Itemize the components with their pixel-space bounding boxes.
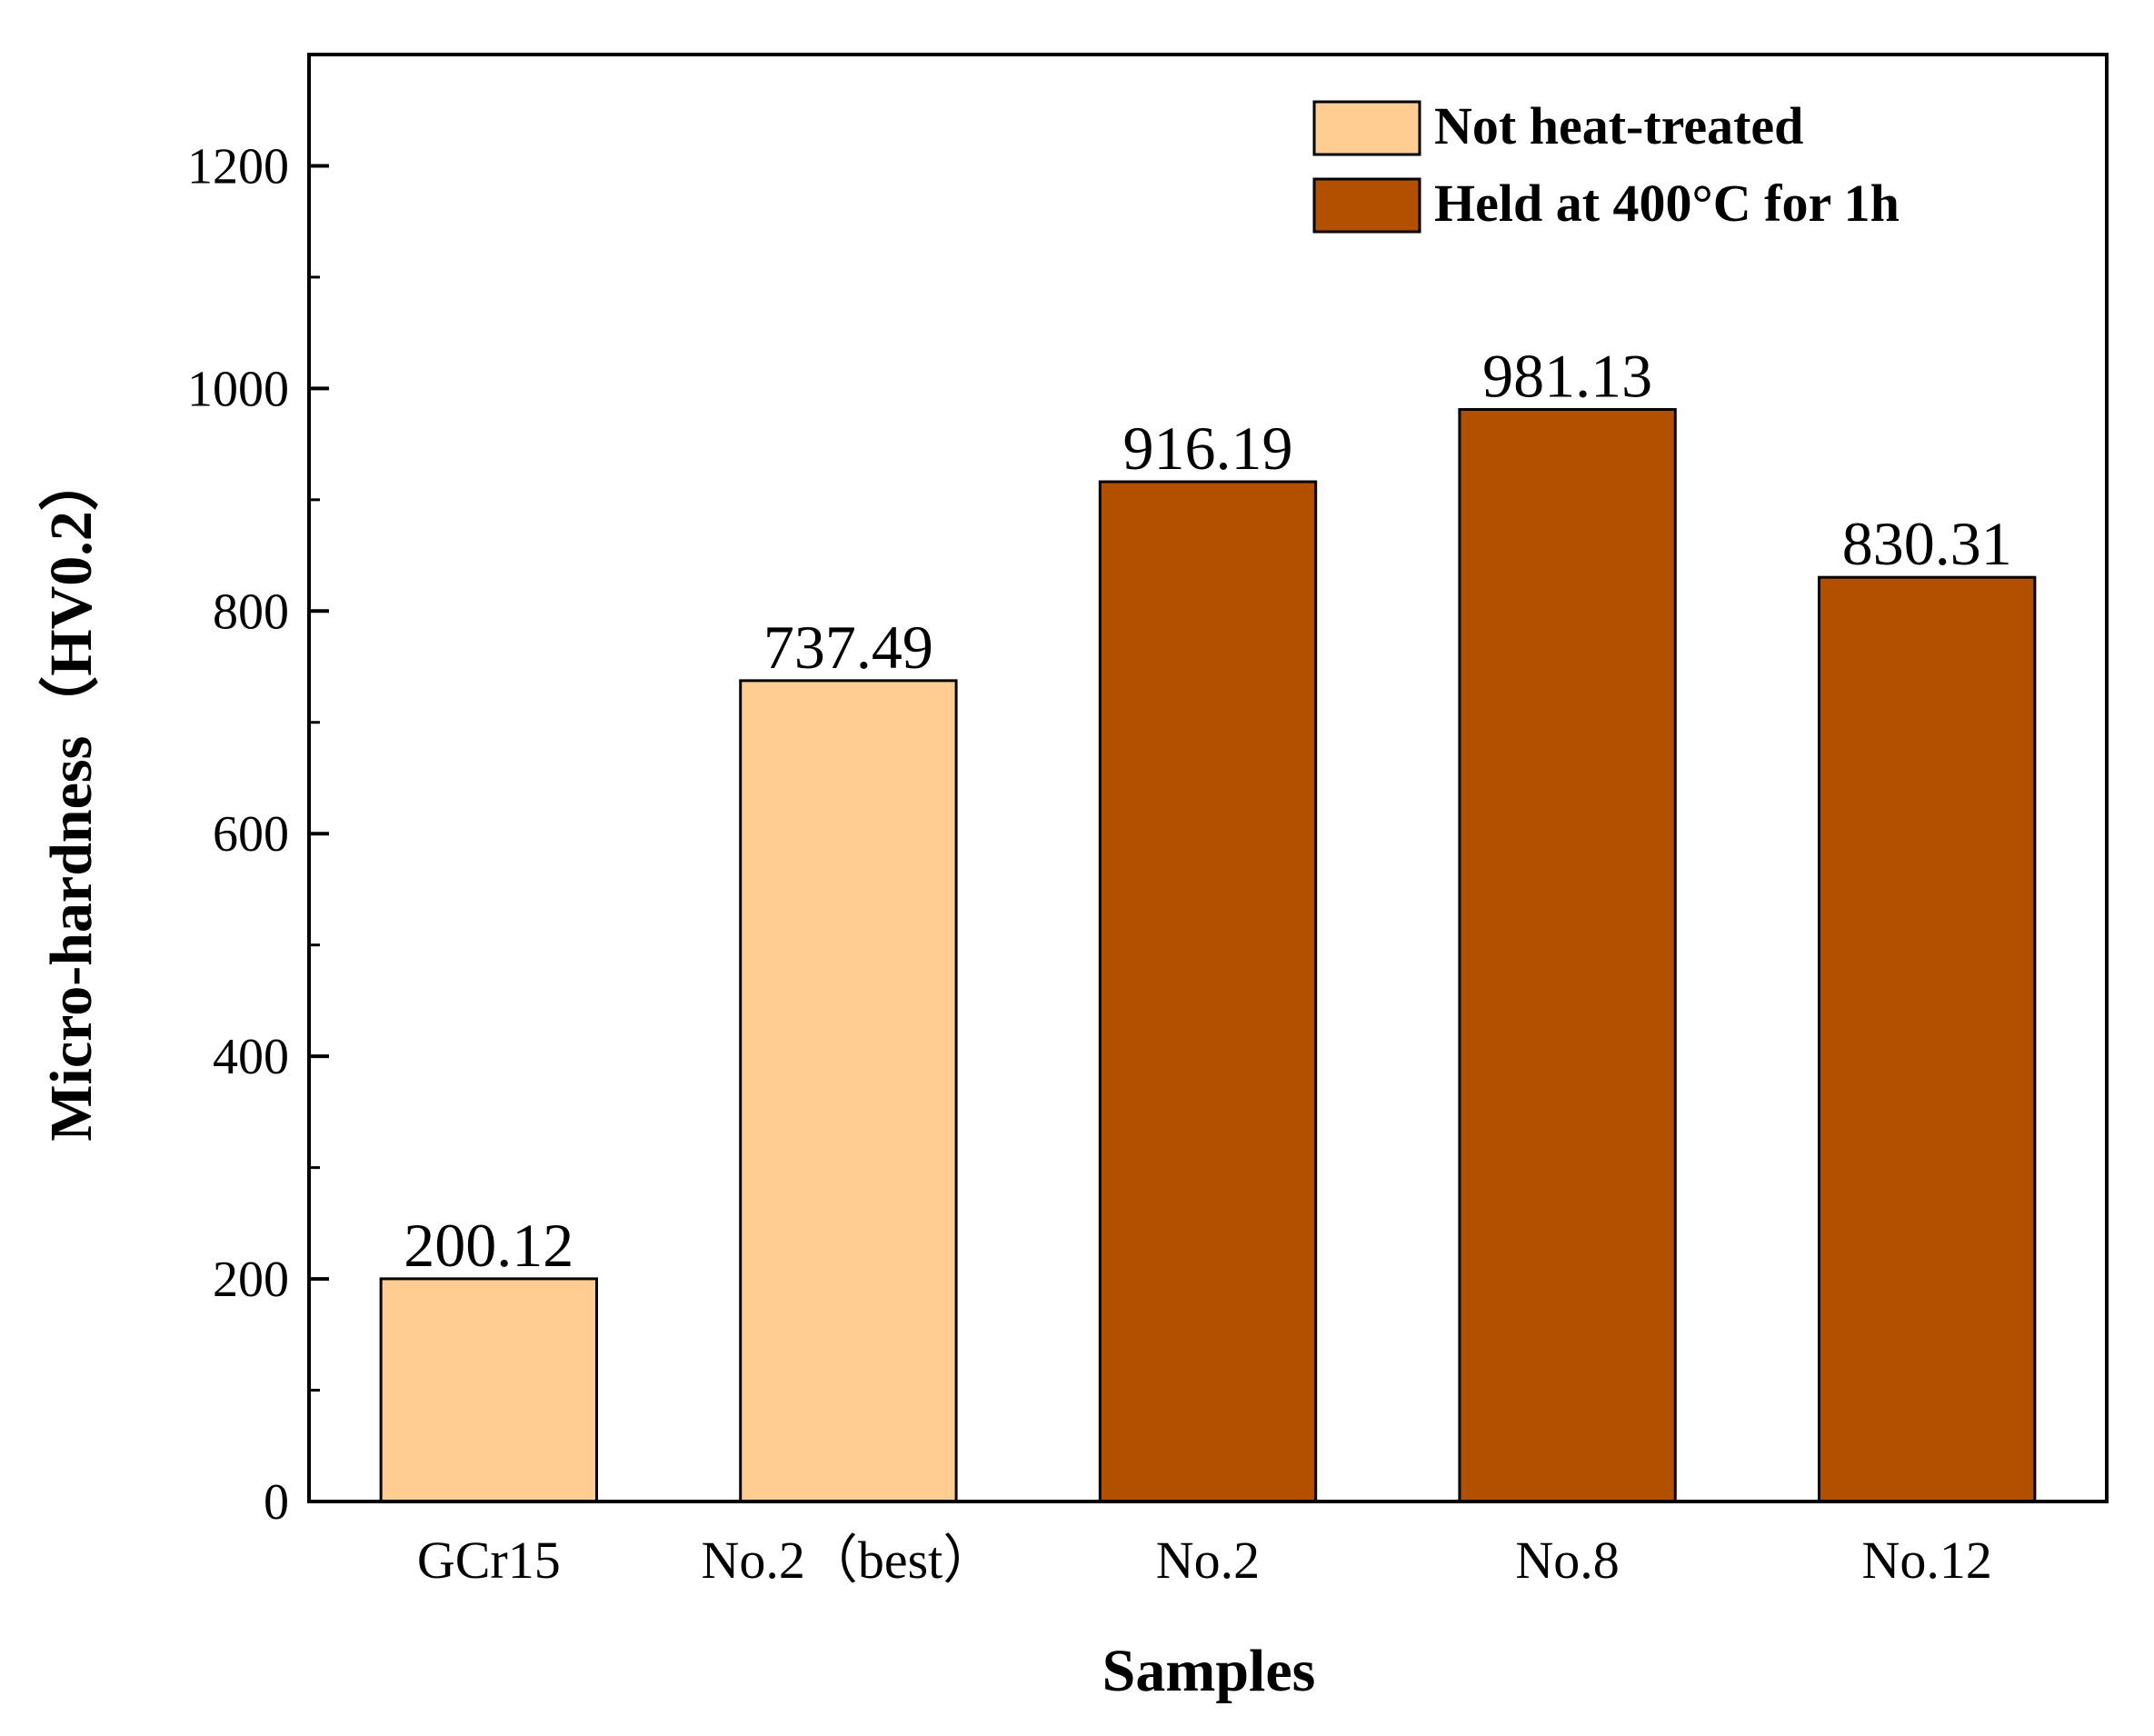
bar-2 [739, 679, 958, 1503]
y-tick-label: 400 [213, 1029, 289, 1085]
x-tick-label-4: No.8 [1515, 1531, 1619, 1590]
x-axis-tick-labels: GCr15 No.2（best） No.2 No.8 No.12 [417, 1531, 1992, 1590]
y-tick-label: 200 [213, 1252, 289, 1308]
value-label-4: 981.13 [1482, 341, 1652, 410]
value-label-1: 200.12 [404, 1211, 573, 1280]
legend-label-held-400c: Held at 400°C for 1h [1434, 174, 1900, 233]
legend-label-not-heat-treated: Not heat-treated [1434, 96, 1803, 155]
x-tick-label-3: No.2 [1156, 1531, 1260, 1590]
bar-3 [1098, 480, 1318, 1503]
bar-1 [379, 1277, 598, 1503]
y-tick-label: 0 [264, 1474, 289, 1531]
x-axis-title: Samples [1102, 1638, 1316, 1704]
y-axis-title: Micro-hardness（HV0.2） [37, 451, 105, 1142]
value-label-5: 830.31 [1842, 509, 2012, 578]
value-labels-group: 200.12 737.49 916.19 981.13 830.31 [404, 341, 2011, 1279]
legend-swatch-not-heat-treated [1312, 100, 1421, 156]
x-tick-label-2: No.2（best） [701, 1531, 995, 1590]
x-tick-label-5: No.12 [1862, 1531, 1992, 1590]
y-tick-label: 1000 [187, 361, 289, 417]
value-label-3: 916.19 [1123, 414, 1293, 483]
value-label-2: 737.49 [763, 613, 933, 682]
y-tick-label: 1200 [187, 138, 289, 195]
plot-frame [307, 53, 2109, 1503]
bar-4 [1458, 407, 1677, 1503]
legend-swatch-held-400c [1312, 177, 1421, 234]
x-tick-label-1: GCr15 [417, 1531, 561, 1590]
legend: Not heat-treated Held at 400°C for 1h [1312, 96, 1900, 234]
y-tick-label: 800 [213, 584, 289, 640]
bars-group [379, 407, 2037, 1503]
y-tick-label: 600 [213, 806, 289, 863]
y-axis-ticks: 0 200 400 600 800 1000 1200 [187, 138, 329, 1531]
bar-5 [1818, 575, 2037, 1503]
